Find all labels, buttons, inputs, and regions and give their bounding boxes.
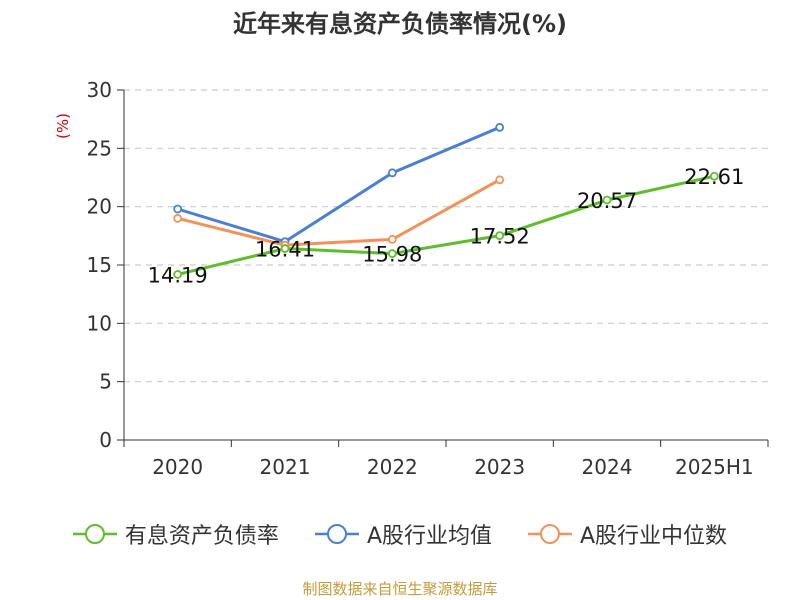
axis-layer: 0 5 10 15 20 25 30 2020 2021 2022 2023 2024 2025H1	[87, 78, 769, 479]
y-tick-label: 10	[87, 311, 112, 335]
y-tick-label: 25	[87, 136, 112, 160]
data-point	[387, 249, 397, 258]
source-note: 制图数据来自恒生聚源数据库	[302, 580, 498, 598]
data-point	[173, 213, 183, 223]
data-label: 15.98	[362, 243, 422, 267]
data-point	[387, 168, 397, 178]
series-line	[177, 178, 501, 247]
data-point	[387, 234, 397, 244]
data-point	[602, 195, 612, 205]
series-line	[177, 174, 715, 276]
data-point	[495, 231, 505, 241]
y-tick-label: 0	[99, 428, 112, 452]
y-tick-label: 5	[99, 370, 112, 394]
data-point	[495, 175, 505, 185]
series-layer	[173, 122, 719, 279]
x-tick-label: 2023	[474, 455, 525, 479]
x-tick-label: 2021	[260, 455, 311, 479]
data-label: 20.57	[577, 189, 637, 213]
legend-item: A股行业中位数	[528, 518, 727, 550]
data-point	[173, 270, 183, 279]
legend-label: A股行业均值	[366, 524, 492, 549]
data-label: 16.41	[255, 238, 315, 262]
data-label: 17.52	[470, 225, 530, 249]
y-tick-label: 15	[87, 253, 112, 277]
legend-item: A股行业均值	[314, 518, 492, 550]
x-tick-label: 2020	[152, 455, 203, 479]
legend-label: A股行业中位数	[580, 524, 728, 549]
data-point	[495, 122, 505, 132]
data-label: 14.19	[148, 263, 208, 287]
data-point	[280, 244, 290, 253]
data-point	[709, 171, 719, 181]
legend: 有息资产负债率 A股行业均值 A股行业中位数	[0, 518, 800, 550]
x-tick-label: 2025H1	[675, 455, 754, 479]
legend-symbol-icon	[528, 524, 572, 544]
legend-symbol-icon	[314, 524, 359, 544]
legend-label: 有息资产负债率	[124, 524, 279, 549]
x-tick-label: 2022	[367, 455, 418, 479]
x-tick-label: 2024	[582, 455, 633, 479]
label-layer: 14.19 16.41 15.98 17.52 20.57 22.61	[148, 165, 745, 287]
grid-layer	[124, 89, 768, 383]
y-axis-unit-label: (%)	[54, 113, 72, 139]
chart-title: 近年来有息资产负债率情况(%)	[233, 10, 567, 38]
data-point	[173, 204, 183, 214]
legend-item: 有息资产负债率	[72, 518, 279, 550]
legend-symbol-icon	[72, 524, 117, 544]
data-label: 22.61	[684, 165, 744, 189]
y-tick-label: 30	[87, 78, 112, 102]
series-line	[177, 125, 501, 244]
y-tick-label: 20	[87, 195, 112, 219]
